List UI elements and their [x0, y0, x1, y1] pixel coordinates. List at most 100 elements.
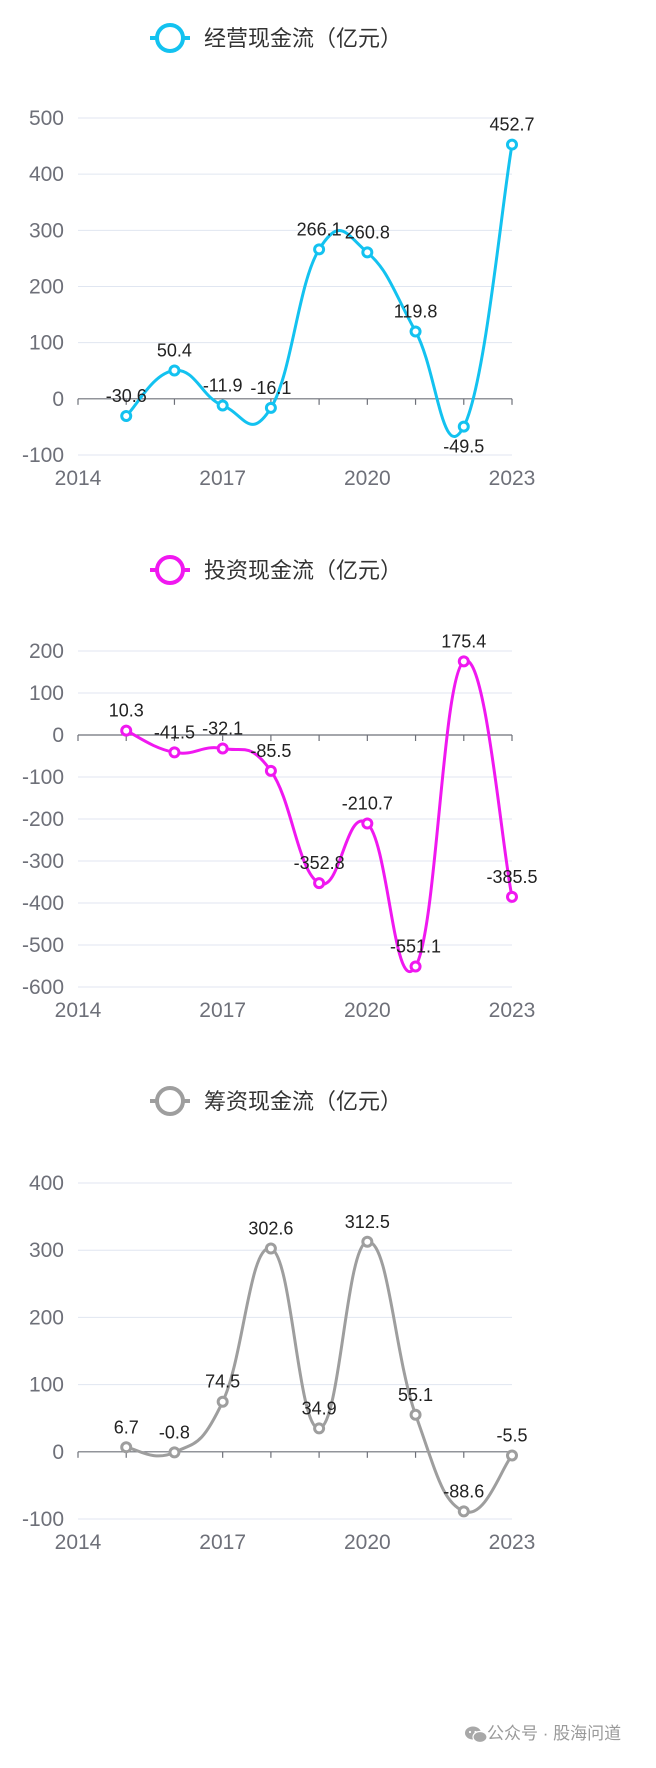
- data-point: [168, 746, 181, 759]
- legend-label: 投资现金流（亿元）: [204, 558, 402, 583]
- data-label: -32.1: [202, 718, 243, 738]
- data-label: 302.6: [248, 1218, 293, 1238]
- data-point: [264, 764, 277, 777]
- x-tick-label: 2017: [199, 467, 246, 490]
- chart-investing-cash-flow: 投资现金流（亿元） -600 -500 -400 -300 -200 -100 0 100 200…: [22, 555, 538, 1022]
- data-label: -210.7: [342, 793, 393, 813]
- data-label: 6.7: [114, 1417, 139, 1437]
- series-line: [125, 1240, 514, 1514]
- data-label: -385.5: [486, 867, 537, 887]
- data-label: 312.5: [345, 1212, 390, 1232]
- legend-marker: [155, 1086, 185, 1116]
- y-tick-label: 0: [52, 388, 64, 411]
- data-label: 260.8: [345, 222, 390, 242]
- chart-operating-cash-flow: 经营现金流（亿元） -100 0 100 200 300 400 500 2014 2017 202…: [22, 23, 536, 490]
- legend-label: 经营现金流（亿元）: [204, 26, 402, 51]
- data-point: [313, 1422, 326, 1435]
- data-point: [120, 724, 133, 737]
- data-label: -41.5: [154, 722, 195, 742]
- data-point: [506, 890, 518, 903]
- y-tick-label: -600: [22, 976, 64, 999]
- x-tick-label: 2014: [55, 999, 102, 1022]
- y-tick-label: 200: [29, 276, 64, 299]
- legend-marker: [155, 23, 185, 53]
- y-tick-label: 100: [29, 1374, 64, 1397]
- x-tick-label: 2020: [344, 1531, 391, 1554]
- data-point: [216, 742, 229, 755]
- data-point: [361, 246, 374, 259]
- y-tick-label: -100: [22, 1508, 64, 1531]
- data-label: 50.4: [157, 341, 192, 361]
- y-tick-label: 100: [29, 332, 64, 355]
- y-tick-label: 0: [52, 1441, 64, 1464]
- legend-label: 筹资现金流（亿元）: [204, 1089, 402, 1114]
- y-tick-label: -200: [22, 808, 64, 831]
- x-tick-label: 2023: [489, 999, 536, 1022]
- data-label: -0.8: [159, 1422, 190, 1442]
- data-point: [216, 399, 229, 412]
- watermark-text: 公众号 · 股海问道: [487, 1724, 621, 1743]
- x-tick-label: 2014: [55, 467, 102, 490]
- legend: 投资现金流（亿元）: [150, 555, 402, 585]
- data-point: [361, 817, 374, 830]
- y-tick-label: 0: [52, 724, 64, 747]
- y-tick-label: 400: [29, 163, 64, 186]
- data-label: -5.5: [496, 1425, 527, 1445]
- y-tick-label: -300: [22, 850, 64, 873]
- data-point: [313, 877, 326, 890]
- data-label: 266.1: [297, 219, 342, 239]
- y-tick-label: -100: [22, 766, 64, 789]
- y-tick-label: 100: [29, 682, 64, 705]
- legend: 筹资现金流（亿元）: [150, 1086, 402, 1116]
- data-label: 175.4: [441, 631, 486, 651]
- x-tick-label: 2023: [489, 1531, 536, 1554]
- data-label: 10.3: [109, 701, 144, 721]
- y-tick-label: 300: [29, 219, 64, 242]
- data-point: [361, 1235, 374, 1248]
- data-point: [313, 243, 326, 256]
- data-point: [264, 1242, 277, 1255]
- legend-marker: [155, 555, 185, 585]
- data-point: [409, 325, 422, 338]
- y-tick-label: 300: [29, 1239, 64, 1262]
- x-tick-label: 2023: [489, 467, 536, 490]
- data-label: 74.5: [205, 1372, 240, 1392]
- data-point: [168, 364, 181, 377]
- data-label: 452.7: [489, 115, 534, 135]
- chart-financing-cash-flow: 筹资现金流（亿元） -100 0 100 200 300 400 2014 2017 2020 20…: [22, 1086, 536, 1554]
- y-tick-label: -400: [22, 892, 64, 915]
- data-label: 55.1: [398, 1385, 433, 1405]
- data-label: -88.6: [443, 1481, 484, 1501]
- data-label: -85.5: [250, 741, 291, 761]
- y-tick-label: 500: [29, 107, 64, 130]
- x-tick-label: 2017: [199, 1531, 246, 1554]
- legend: 经营现金流（亿元）: [150, 23, 402, 53]
- y-tick-label: -100: [22, 444, 64, 467]
- data-point: [457, 1505, 470, 1518]
- data-point: [506, 1449, 518, 1462]
- data-point: [216, 1395, 229, 1408]
- data-point: [409, 1408, 422, 1421]
- data-label: -49.5: [443, 437, 484, 457]
- series-line: [125, 659, 514, 973]
- data-point: [409, 960, 422, 973]
- y-tick-label: 400: [29, 1172, 64, 1195]
- data-point: [120, 1441, 133, 1454]
- x-tick-label: 2020: [344, 999, 391, 1022]
- data-label: -30.6: [106, 386, 147, 406]
- data-label: -16.1: [250, 378, 291, 398]
- data-label: -11.9: [203, 376, 243, 396]
- data-label: 34.9: [302, 1398, 337, 1418]
- data-point: [120, 410, 133, 423]
- y-tick-label: 200: [29, 640, 64, 663]
- y-tick-label: 200: [29, 1306, 64, 1329]
- x-tick-label: 2017: [199, 999, 246, 1022]
- x-tick-label: 2020: [344, 467, 391, 490]
- data-point: [168, 1446, 181, 1459]
- data-point: [457, 420, 470, 433]
- data-label: -352.8: [294, 853, 345, 873]
- x-tick-label: 2014: [55, 1531, 102, 1554]
- y-tick-label: -500: [22, 934, 64, 957]
- wechat-icon: [465, 1726, 488, 1744]
